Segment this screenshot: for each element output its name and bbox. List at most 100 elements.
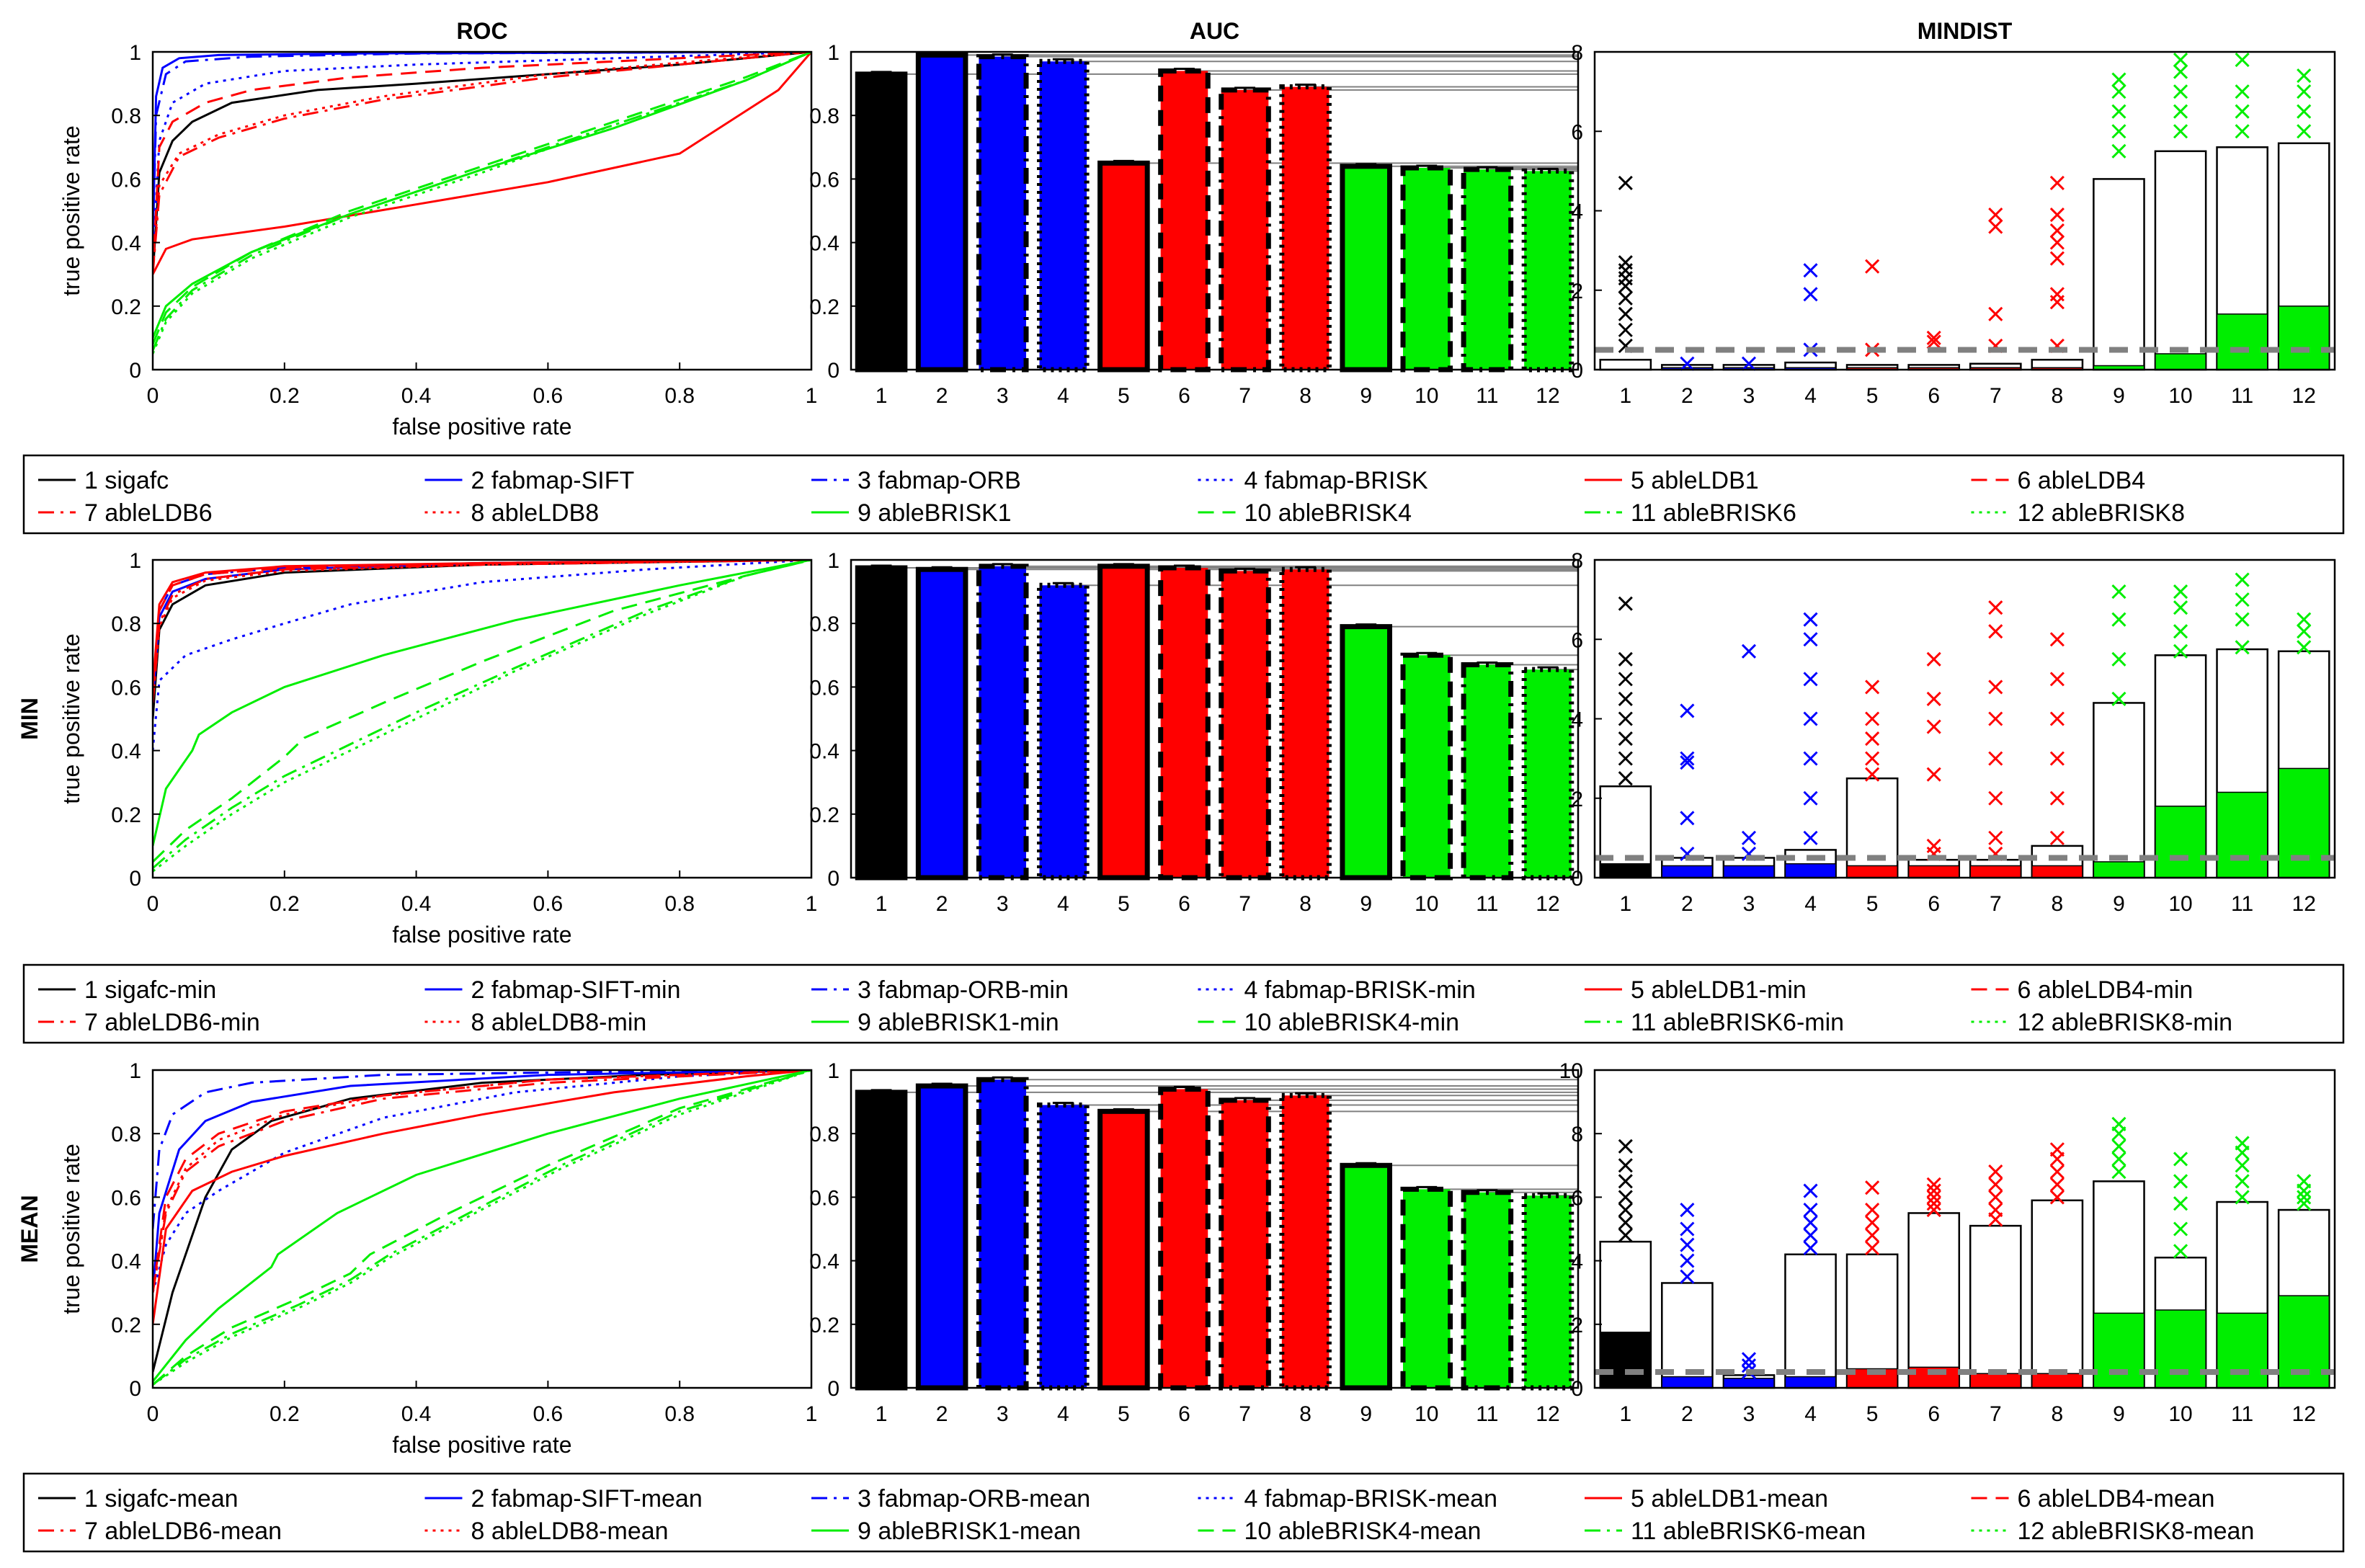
roc-curve-9: [153, 52, 811, 339]
x-tick-label: 11: [2231, 892, 2253, 916]
y-tick-label: 0.8: [809, 104, 839, 128]
auc-bar-12: [1521, 1193, 1575, 1391]
outlier-marker: [1865, 731, 1880, 747]
y-tick-label: 0.6: [111, 1186, 141, 1210]
y-tick-label: 0.2: [111, 803, 141, 827]
y-axis-label: true positive rate: [58, 125, 84, 296]
roc-curve-11: [153, 1070, 811, 1386]
outlier-marker: [1865, 1180, 1880, 1195]
mindist-box-8: [2031, 1199, 2084, 1389]
outlier-marker: [2173, 124, 2188, 139]
x-tick-label: 4: [1804, 384, 1817, 408]
outlier-marker: [2297, 1190, 2312, 1205]
mindist-fill-1: [1599, 863, 1652, 878]
x-tick-label: 0: [147, 384, 159, 408]
mindist-fill-8: [2031, 865, 2083, 878]
mindist-fill-7: [1969, 1373, 2022, 1389]
legend-entry-4: 4 fabmap-BRISK: [1244, 467, 1428, 494]
roc-lines: [153, 1070, 811, 1386]
outlier-marker: [1988, 1177, 2003, 1192]
x-tick-label: 6: [1178, 1402, 1190, 1426]
mindist-fill-8: [2031, 1373, 2083, 1389]
x-tick-label: 1: [876, 1402, 888, 1426]
roc-curve-6: [153, 52, 811, 275]
outlier-marker: [2111, 104, 2126, 119]
x-tick-label: 7: [1239, 892, 1251, 916]
auc-axes-frame: [850, 1069, 1580, 1389]
y-tick-label: 0: [1571, 359, 1583, 383]
y-tick-label: 2: [1571, 280, 1583, 303]
outlier-marker: [2111, 124, 2126, 139]
x-tick-label: 7: [1990, 1402, 2002, 1426]
mindist-box-4: [1784, 1253, 1837, 1389]
legend-entry-5: 5 ableLDB1: [1631, 467, 1759, 494]
y-tick-label: 1: [827, 549, 839, 573]
outlier-marker: [1618, 290, 1633, 306]
roc-curve-5: [153, 52, 811, 275]
x-tick-label: 0.6: [533, 892, 564, 916]
auc-bar-7: [1219, 568, 1271, 881]
y-tick-label: 6: [1571, 120, 1583, 144]
outlier-marker: [2235, 124, 2250, 139]
outlier-marker: [1741, 356, 1757, 371]
outlier-marker: [2173, 64, 2188, 79]
outlier-marker: [2049, 207, 2065, 223]
roc-curve-1: [153, 560, 811, 719]
y-tick-label: 6: [1571, 628, 1583, 652]
x-tick-label: 5: [1118, 1402, 1130, 1426]
y-tick-label: 0.4: [809, 1250, 839, 1274]
y-tick-label: 0.6: [111, 676, 141, 700]
y-tick-label: 0.6: [111, 168, 141, 192]
x-tick-label: 8: [2052, 892, 2064, 916]
x-tick-label: 3: [997, 384, 1009, 408]
outlier-marker: [1618, 1158, 1633, 1173]
x-tick-label: 3: [997, 892, 1009, 916]
outlier-marker: [2111, 651, 2126, 667]
outlier-marker: [1988, 1190, 2003, 1205]
x-tick-label: 10: [2168, 892, 2192, 916]
x-tick-label: 4: [1057, 1402, 1069, 1426]
outlier-marker: [1741, 1352, 1757, 1367]
auc-bar-12: [1521, 168, 1575, 373]
outlier-marker: [2297, 612, 2312, 627]
y-tick-label: 0.8: [809, 612, 839, 636]
y-tick-label: 0.2: [809, 803, 839, 827]
outlier-marker: [1803, 1228, 1818, 1243]
auc-bar-8: [1279, 84, 1332, 373]
x-tick-label: 0: [147, 892, 159, 916]
y-tick-label: 0: [1571, 1377, 1583, 1401]
outlier-marker: [1741, 830, 1757, 845]
x-tick-label: 12: [2292, 892, 2316, 916]
outlier-marker: [1680, 1202, 1695, 1218]
outlier-marker: [1618, 1174, 1633, 1189]
outlier-marker: [1680, 1237, 1695, 1252]
auc-bar-1: [855, 1090, 908, 1391]
outlier-marker: [1618, 306, 1633, 321]
roc-curve-7: [153, 1070, 811, 1293]
mindist-fill-4: [1784, 863, 1837, 878]
legend-entry-1: 1 sigafc: [84, 467, 169, 494]
x-tick-label: 0.8: [664, 892, 695, 916]
y-tick-label: 0: [129, 359, 141, 383]
x-tick-label: 1: [876, 892, 888, 916]
x-tick-label: 8: [1299, 384, 1311, 408]
x-tick-label: 2: [936, 1402, 948, 1426]
outlier-marker: [2111, 72, 2126, 87]
legend-entry-3: 3 fabmap-ORB: [858, 467, 1021, 494]
outlier-marker: [2297, 1196, 2312, 1211]
x-tick-label: 6: [1928, 384, 1940, 408]
roc-curve-6: [153, 1070, 811, 1293]
outlier-marker: [1803, 790, 1818, 806]
mindist-fill-3: [1723, 1378, 1775, 1389]
outlier-marker: [1680, 356, 1695, 371]
outlier-marker: [2173, 1196, 2188, 1211]
y-tick-label: 0: [129, 1377, 141, 1401]
auc-axes-frame: [850, 50, 1580, 371]
mindist-fill-5: [1846, 865, 1898, 878]
y-tick-label: 2: [1571, 1314, 1583, 1337]
x-tick-label: 1: [1619, 1402, 1631, 1426]
outlier-marker: [1618, 751, 1633, 766]
x-tick-label: 0.4: [401, 384, 432, 408]
legend-entry-10: 10 ableBRISK4: [1244, 499, 1412, 527]
